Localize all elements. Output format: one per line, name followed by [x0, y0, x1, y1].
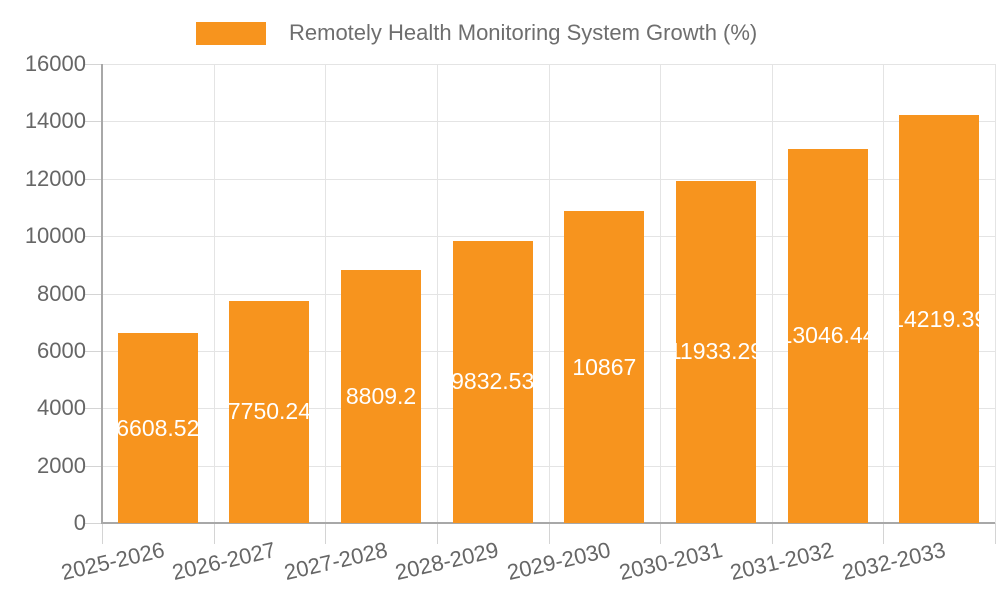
bar-value-label: 11933.29: [676, 338, 756, 365]
bar[interactable]: 11933.29: [675, 180, 756, 523]
bar-value-label: 10867: [572, 353, 637, 380]
gridline-vertical: [325, 64, 327, 523]
x-axis-tick: [436, 523, 438, 544]
bar[interactable]: 14219.39: [899, 115, 980, 523]
x-axis-tick: [548, 523, 550, 544]
y-axis-tick: [84, 465, 102, 467]
bar-value-label: 7750.24: [229, 398, 310, 425]
y-axis-tick: [84, 350, 102, 352]
bar-value-label: 14219.39: [899, 305, 979, 332]
legend: Remotely Health Monitoring System Growth…: [196, 20, 757, 46]
x-axis-tick: [102, 523, 103, 544]
bar-value-label: 8809.2: [345, 383, 417, 410]
y-axis-tick: [84, 178, 102, 180]
y-axis-tick: [84, 121, 102, 123]
x-axis-label: 2031-2032: [728, 537, 837, 586]
gridline-vertical: [995, 64, 996, 523]
bar[interactable]: 7750.24: [229, 300, 310, 523]
legend-swatch: [196, 21, 266, 45]
y-axis-label: 4000: [37, 395, 86, 421]
y-axis-label: 12000: [24, 165, 86, 191]
gridline-vertical: [213, 64, 215, 523]
bar[interactable]: 8809.2: [341, 270, 422, 523]
y-axis-label: 16000: [24, 51, 86, 76]
x-axis-tick: [325, 523, 327, 544]
y-axis-label: 6000: [37, 337, 86, 363]
y-axis-label: 8000: [37, 280, 86, 306]
y-axis-tick: [84, 64, 102, 65]
y-axis-tick: [84, 293, 102, 295]
x-axis-label: 2026-2027: [169, 537, 279, 586]
y-axis-tick: [84, 236, 102, 238]
bar[interactable]: 9832.53: [452, 240, 533, 523]
x-axis-tick: [771, 523, 773, 544]
x-axis-label: 2028-2029: [393, 537, 502, 586]
y-axis-label: 14000: [24, 108, 86, 134]
y-axis-tick: [84, 408, 102, 410]
gridline-vertical: [660, 64, 662, 523]
bar[interactable]: 10867: [564, 211, 645, 523]
x-axis-line: [101, 522, 995, 524]
y-axis-line: [101, 64, 103, 523]
gridline-vertical: [436, 64, 438, 523]
gridline-vertical: [883, 64, 885, 523]
bar-value-label: 6608.52: [117, 414, 198, 441]
x-axis-tick: [213, 523, 215, 544]
x-axis-tick: [883, 523, 885, 544]
y-axis-label: 10000: [24, 223, 86, 249]
x-axis-label: 2027-2028: [281, 537, 390, 586]
y-axis-label: 2000: [37, 452, 86, 478]
x-axis-label: 2032-2033: [839, 537, 948, 586]
legend-label: Remotely Health Monitoring System Growth…: [289, 20, 758, 45]
x-axis-tick: [660, 523, 662, 544]
x-axis-label: 2029-2030: [504, 537, 613, 586]
x-axis-tick: [995, 523, 996, 544]
y-axis-label: 0: [73, 510, 86, 535]
gridline-vertical: [771, 64, 773, 523]
bar-value-label: 9832.53: [452, 368, 533, 395]
y-axis-tick: [84, 523, 102, 524]
x-axis-label: 2025-2026: [58, 537, 167, 586]
gridline-vertical: [548, 64, 550, 523]
bar[interactable]: 6608.52: [117, 333, 198, 523]
x-axis-label: 2030-2031: [616, 537, 725, 586]
